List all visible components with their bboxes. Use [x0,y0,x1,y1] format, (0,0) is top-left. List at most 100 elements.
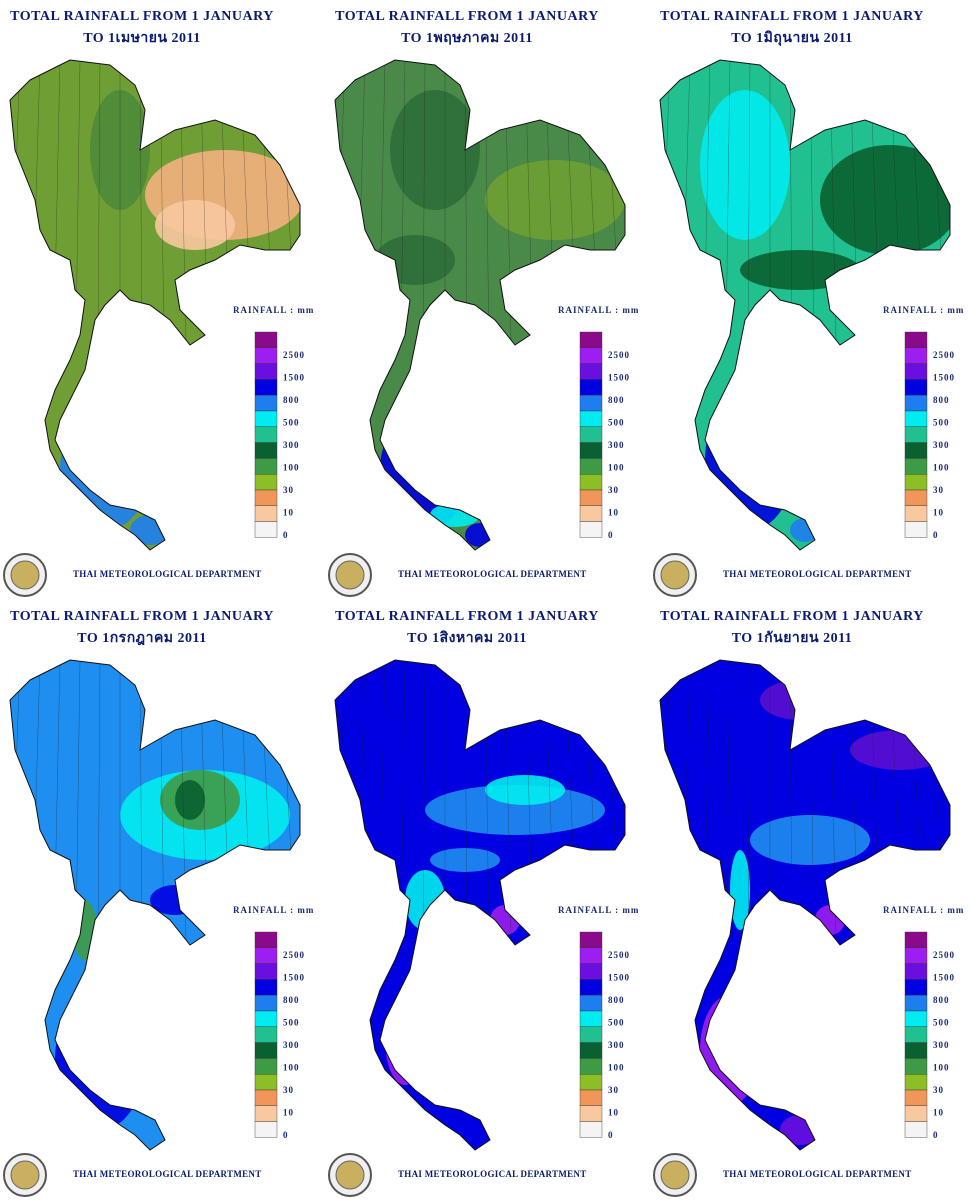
legend-label: 2500 [608,350,630,360]
legend-label: 800 [933,395,950,405]
province-border [422,660,426,941]
legend-label: 2500 [933,950,955,960]
logo-inner [660,560,690,590]
panel-title: TOTAL RAINFALL FROM 1 JANUARY [660,609,924,624]
legend-swatch [254,489,278,507]
legend-swatch [254,458,278,475]
country-outline [334,59,626,551]
legend-title: RAINFALL : mm [883,305,964,315]
legend-swatch [579,1058,603,1075]
rainfall-zone [155,200,235,250]
rainfall-zone [390,90,480,210]
province-border [97,60,101,341]
legend-label: 30 [608,485,619,495]
legend-swatch [579,395,603,412]
legend-label: 500 [283,418,300,428]
legend-swatch [904,1042,928,1059]
legend-swatch [904,410,928,428]
legend-swatch [904,1105,928,1122]
legend-label: 2500 [933,350,955,360]
legend-swatch [254,363,278,380]
legend-swatch [904,1026,928,1043]
rainfall-zone [485,160,625,240]
rainfall-zone [465,523,495,547]
legend-label: 800 [608,395,625,405]
legend-swatch [904,379,928,396]
legend-swatch [254,963,278,980]
map-panel: TOTAL RAINFALL FROM 1 JANUARY TO 1กรกฎาคม… [3,609,313,1197]
logo-inner [10,560,40,590]
country-outline [659,59,951,551]
legend-label: 800 [608,995,625,1005]
rainfall-zone [730,850,750,930]
province-border [747,60,751,341]
legend-swatch [254,1058,278,1075]
legend-swatch [904,426,928,443]
legend-label: 500 [608,418,625,428]
legend-label: 500 [933,418,950,428]
province-border [747,660,751,941]
legend-swatch [904,1058,928,1075]
legend-label: 100 [933,1063,950,1073]
country-outline [9,59,301,551]
footer: THAI METEOROLOGICAL DEPARTMENT [398,1169,587,1179]
rainfall-zone [80,1020,110,1070]
legend-label: 500 [933,1018,950,1028]
legend-label: 800 [283,395,300,405]
province-border [97,660,101,941]
legend-swatch [579,521,603,538]
province-border [789,60,793,341]
logo-inner [335,1160,365,1190]
rainfall-zone [76,415,104,465]
rainfall-zone [760,680,840,720]
legend-swatch [579,505,603,522]
legend-title: RAINFALL : mm [558,305,639,315]
legend-swatch [904,347,928,364]
legend-label: 30 [608,1085,619,1095]
rainfall-zone [700,995,760,1105]
legend-swatch [579,363,603,380]
legend-label: 500 [608,1018,625,1028]
legend-title: RAINFALL : mm [883,905,964,915]
legend-label: 300 [283,440,300,450]
rainfall-zone [60,410,150,530]
legend-swatch [579,426,603,443]
legend-label: 10 [933,1108,944,1118]
legend-label: 0 [608,530,614,540]
country-outline [9,659,301,1151]
legend-swatch [904,521,928,538]
legend-swatch [254,395,278,412]
rainfall-zone [175,780,205,820]
map-panel: TOTAL RAINFALL FROM 1 JANUARY TO 1เมษายน … [3,9,313,597]
panel-subtitle: TO 1กันยายน 2011 [732,630,853,646]
panel-title: TOTAL RAINFALL FROM 1 JANUARY [10,9,274,24]
legend-label: 30 [283,1085,294,1095]
legend-label: 300 [608,1040,625,1050]
legend-swatch [904,474,928,491]
legend-swatch [904,395,928,412]
legend-swatch [904,995,928,1012]
legend-label: 1500 [933,373,955,383]
legend-swatch [904,458,928,475]
legend-label: 300 [933,440,950,450]
footer: THAI METEOROLOGICAL DEPARTMENT [73,569,262,579]
logo-inner [660,1160,690,1190]
legend-title: RAINFALL : mm [558,905,639,915]
rainfall-zone [375,235,455,285]
legend-label: 800 [933,995,950,1005]
rainfall-zone [85,380,105,420]
legend-label: 500 [283,1018,300,1028]
legend-label: 0 [283,530,289,540]
map-panel: TOTAL RAINFALL FROM 1 JANUARY TO 1มิถุนาย… [653,9,964,597]
legend-label: 10 [933,508,944,518]
legend-swatch [904,947,928,964]
legend-swatch [254,410,278,428]
province-border [464,660,468,941]
legend-swatch [579,963,603,980]
legend-label: 0 [933,530,939,540]
legend-label: 100 [608,1063,625,1073]
panel-title: TOTAL RAINFALL FROM 1 JANUARY [335,9,599,24]
legend-swatch [904,363,928,380]
rainfall-zone [405,870,445,930]
